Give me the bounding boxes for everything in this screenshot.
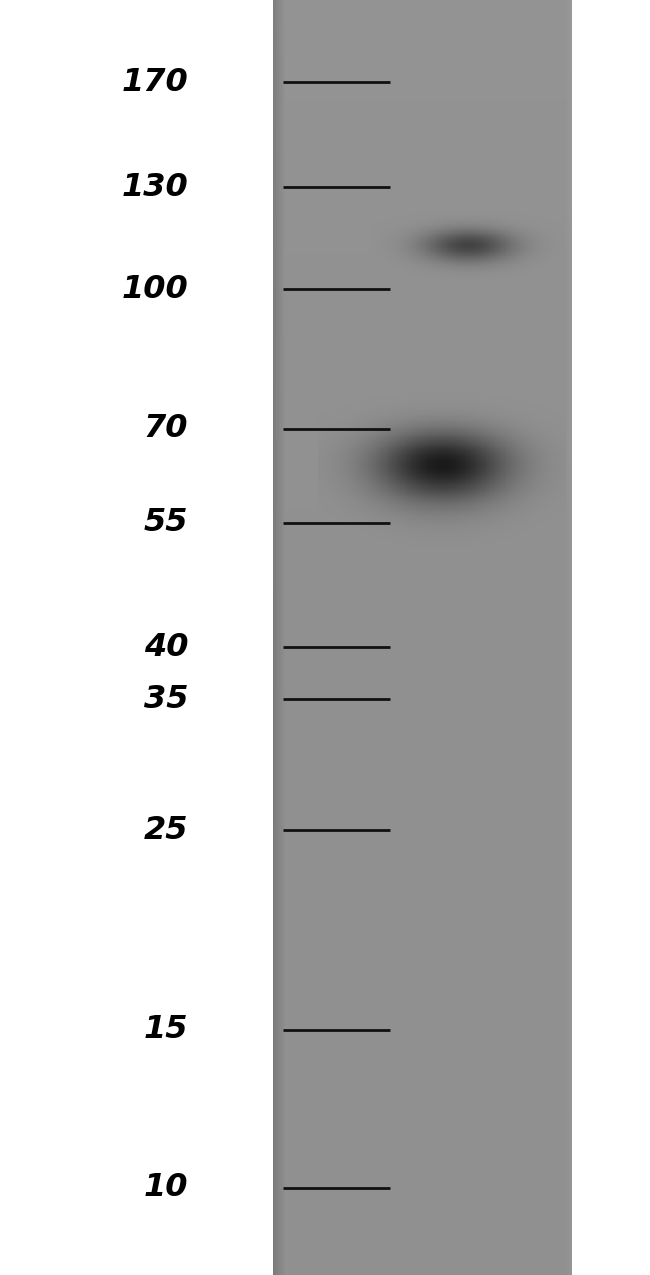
- Text: 55: 55: [144, 507, 188, 538]
- Text: 70: 70: [144, 413, 188, 444]
- Text: 100: 100: [122, 274, 188, 305]
- Text: 25: 25: [144, 815, 188, 845]
- Text: 40: 40: [144, 631, 188, 663]
- Text: 10: 10: [144, 1173, 188, 1204]
- Text: 35: 35: [144, 683, 188, 714]
- Text: 170: 170: [122, 68, 188, 98]
- Text: 15: 15: [144, 1014, 188, 1046]
- Text: 130: 130: [122, 172, 188, 203]
